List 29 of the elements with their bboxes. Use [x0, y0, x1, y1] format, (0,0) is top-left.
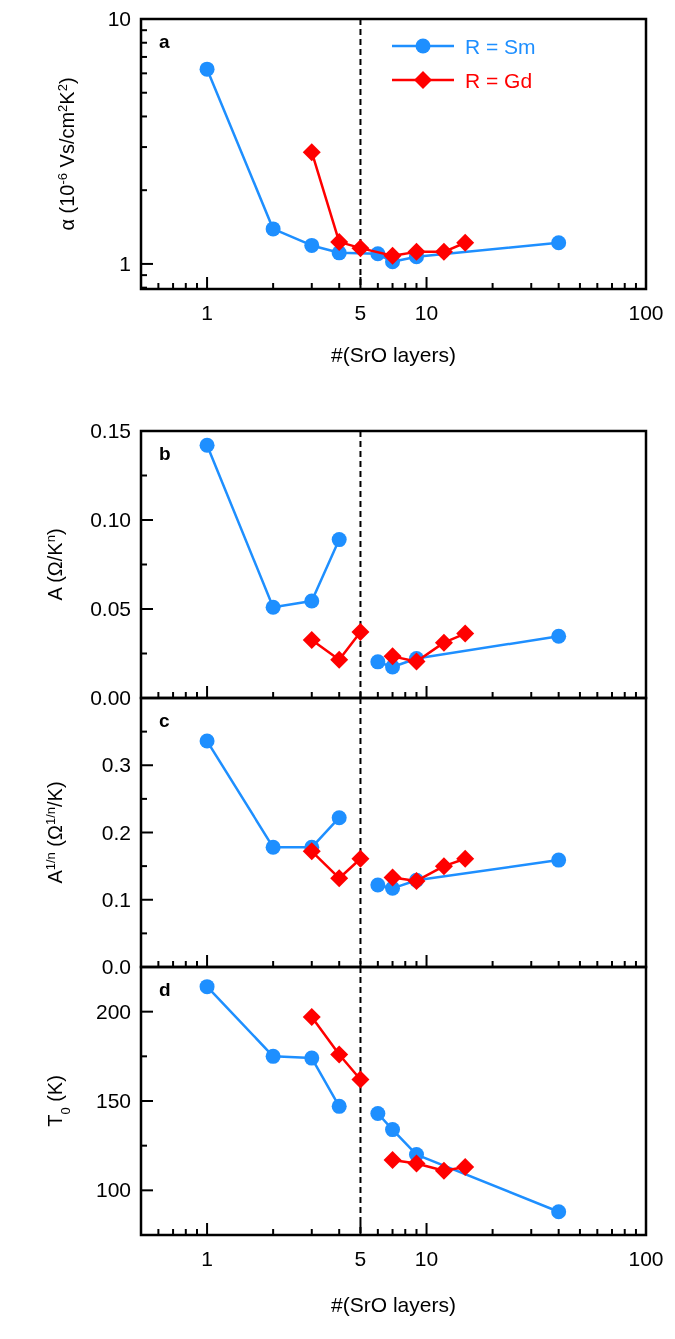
- y-tick-label: 0.10: [90, 508, 131, 531]
- annotation: a: [159, 31, 170, 52]
- y-tick-label: 100: [95, 1178, 131, 1202]
- annotation: b: [159, 443, 171, 464]
- y-tick-label: 150: [95, 1089, 131, 1112]
- x-tick-label: 10: [414, 301, 439, 324]
- annotation: d: [159, 979, 171, 1000]
- x-axis-title: #(SrO layers): [331, 343, 456, 366]
- y-tick-label: 0.1: [101, 887, 131, 911]
- y-tick-label: 1: [119, 251, 131, 275]
- y-tick-label: 10: [107, 7, 131, 30]
- x-tick-label: 5: [354, 301, 367, 324]
- annotation: c: [159, 710, 170, 731]
- y-tick-label: 0.00: [90, 686, 131, 709]
- x-tick-label: 5: [354, 1247, 367, 1270]
- x-tick-label: 10: [414, 1247, 439, 1270]
- y-tick-label: 0.05: [90, 597, 131, 620]
- y-tick-label: 200: [95, 999, 131, 1023]
- x-tick-label: 1: [201, 301, 213, 324]
- x-tick-label: 1: [201, 1247, 213, 1270]
- y-tick-label: 0.15: [90, 419, 131, 442]
- x-tick-label: 100: [628, 301, 664, 324]
- legend-label: R = Gd: [465, 69, 533, 92]
- x-axis-title: #(SrO layers): [331, 1293, 456, 1316]
- y-tick-label: 0.0: [101, 955, 131, 978]
- y-tick-label: 0.3: [101, 753, 131, 777]
- x-tick-label: 100: [628, 1247, 664, 1270]
- y-tick-label: 0.2: [101, 820, 131, 844]
- legend-label: R = Sm: [465, 35, 536, 58]
